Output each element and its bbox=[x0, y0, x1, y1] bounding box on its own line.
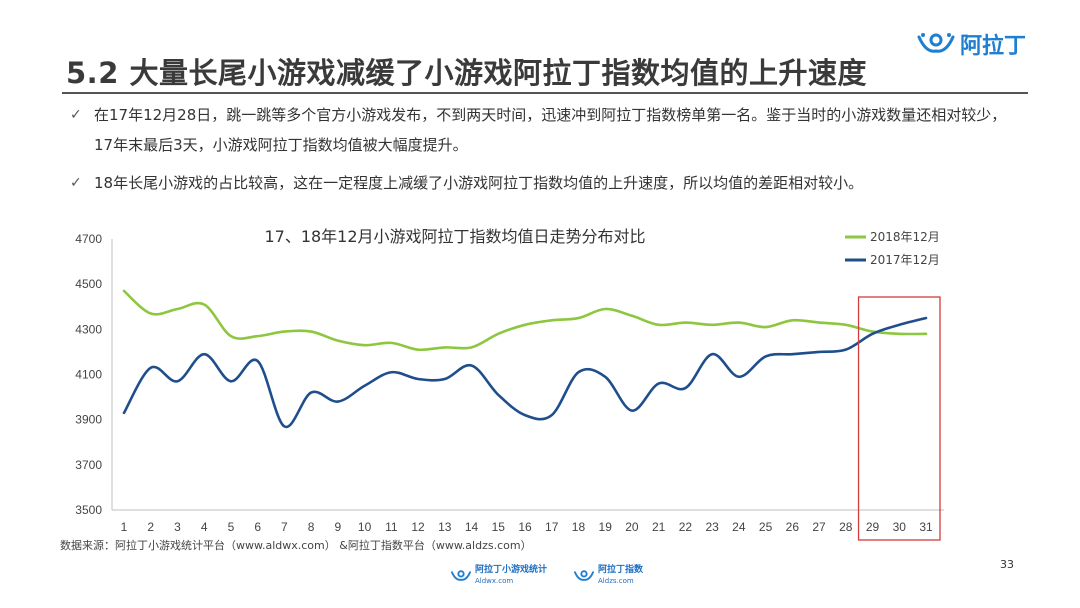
y-tick-label: 4100 bbox=[75, 368, 102, 382]
x-tick-label: 26 bbox=[786, 520, 800, 534]
footer-logo-url: Aldwx.com bbox=[475, 577, 514, 585]
x-tick-label: 5 bbox=[228, 520, 235, 534]
logo-text: 阿拉丁 bbox=[960, 34, 1027, 59]
series-line-2018 bbox=[122, 289, 928, 352]
footer-logo-url: Aldzs.com bbox=[598, 577, 634, 585]
brand-logo: 阿拉丁 bbox=[916, 26, 1026, 62]
footer-logo-name: 阿拉丁小游戏统计 bbox=[475, 565, 548, 575]
chart-title: 17、18年12月小游戏阿拉丁指数均值日走势分布对比 bbox=[264, 227, 645, 246]
x-tick-label: 14 bbox=[465, 520, 479, 534]
aladdin-logo-icon bbox=[917, 33, 955, 53]
legend-label: 2017年12月 bbox=[870, 253, 940, 267]
x-tick-label: 12 bbox=[411, 520, 425, 534]
x-tick-label: 20 bbox=[625, 520, 639, 534]
page-number: 33 bbox=[1000, 558, 1014, 571]
y-tick-label: 4700 bbox=[75, 232, 102, 246]
x-tick-label: 16 bbox=[518, 520, 532, 534]
aladdin-logo-icon bbox=[574, 570, 595, 581]
bullet-item: ✓ 在17年12月28日，跳一跳等多个官方小游戏发布，不到两天时间，迅速冲到阿拉… bbox=[70, 100, 1015, 160]
footer-logo-name: 阿拉丁指数 bbox=[598, 565, 644, 575]
y-tick-label: 3900 bbox=[75, 413, 102, 427]
x-tick-label: 3 bbox=[174, 520, 181, 534]
bullet-item: ✓ 18年长尾小游戏的占比较高，这在一定程度上减缓了小游戏阿拉丁指数均值的上升速… bbox=[70, 168, 1015, 198]
x-tick-label: 9 bbox=[335, 520, 342, 534]
y-tick-label: 3700 bbox=[75, 458, 102, 472]
x-tick-label: 11 bbox=[385, 520, 398, 534]
x-tick-label: 17 bbox=[545, 520, 559, 534]
highlight-box bbox=[857, 296, 941, 541]
x-tick-label: 28 bbox=[839, 520, 853, 534]
page-title: 5.2 大量长尾小游戏减缓了小游戏阿拉丁指数均值的上升速度 bbox=[66, 56, 867, 90]
check-icon: ✓ bbox=[70, 175, 82, 191]
bullet-text: 在17年12月28日，跳一跳等多个官方小游戏发布，不到两天时间，迅速冲到阿拉丁指… bbox=[94, 106, 1007, 154]
y-tick-label: 4500 bbox=[75, 277, 102, 291]
y-tick-label: 4300 bbox=[75, 322, 102, 336]
x-tick-label: 15 bbox=[492, 520, 506, 534]
footer-logo-aldzs: 阿拉丁指数 Aldzs.com bbox=[573, 565, 643, 587]
x-tick-label: 31 bbox=[919, 520, 933, 534]
x-tick-label: 25 bbox=[759, 520, 773, 534]
x-tick-label: 1 bbox=[121, 520, 128, 534]
x-tick-label: 10 bbox=[358, 520, 372, 534]
x-tick-label: 7 bbox=[281, 520, 288, 534]
x-tick-label: 23 bbox=[705, 520, 719, 534]
series-line-2017 bbox=[122, 316, 928, 428]
x-tick-label: 4 bbox=[201, 520, 208, 534]
x-tick-label: 30 bbox=[893, 520, 907, 534]
check-icon: ✓ bbox=[70, 107, 82, 123]
y-tick-label: 3500 bbox=[75, 503, 102, 517]
footer-logo-aldwx: 阿拉丁小游戏统计 Aldwx.com bbox=[450, 565, 547, 587]
title-divider bbox=[62, 92, 1028, 94]
x-tick-label: 13 bbox=[438, 520, 452, 534]
x-tick-label: 21 bbox=[652, 520, 666, 534]
x-tick-label: 6 bbox=[254, 520, 261, 534]
x-tick-label: 8 bbox=[308, 520, 315, 534]
x-tick-label: 18 bbox=[572, 520, 586, 534]
x-tick-label: 24 bbox=[732, 520, 746, 534]
data-source-note: 数据来源：阿拉丁小游戏统计平台（www.aldwx.com） &阿拉丁指数平台（… bbox=[60, 539, 532, 552]
x-tick-label: 27 bbox=[812, 520, 826, 534]
x-tick-label: 22 bbox=[679, 520, 693, 534]
x-tick-label: 29 bbox=[866, 520, 880, 534]
x-tick-label: 19 bbox=[599, 520, 613, 534]
bullet-text: 18年长尾小游戏的占比较高，这在一定程度上减缓了小游戏阿拉丁指数均值的上升速度，… bbox=[94, 174, 864, 192]
footer-logos: 阿拉丁小游戏统计 Aldwx.com 阿拉丁指数 Aldzs.com bbox=[450, 565, 643, 587]
x-tick-label: 2 bbox=[147, 520, 154, 534]
aladdin-logo-icon bbox=[451, 570, 471, 581]
legend-label: 2018年12月 bbox=[870, 230, 940, 244]
